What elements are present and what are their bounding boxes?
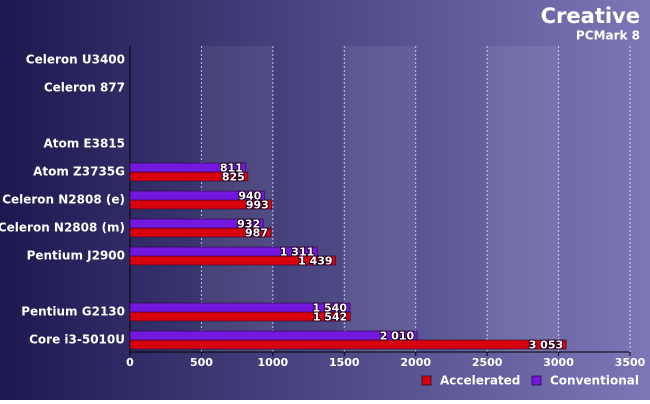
plot-band bbox=[344, 46, 416, 352]
bar bbox=[129, 246, 318, 257]
legend-label: Accelerated bbox=[440, 374, 520, 388]
x-tick-label: 0 bbox=[126, 356, 134, 369]
value-label: 1 540 bbox=[313, 302, 348, 315]
y-tick-label: Atom Z3735G bbox=[33, 165, 125, 179]
y-tick-label: Celeron 877 bbox=[44, 81, 125, 95]
bar bbox=[129, 330, 418, 341]
y-tick-label: Atom E3815 bbox=[43, 137, 125, 151]
value-label: 825 bbox=[222, 171, 245, 184]
legend-swatch bbox=[531, 375, 542, 386]
chart-title: Creative bbox=[541, 4, 640, 28]
x-tick-label: 2000 bbox=[400, 356, 431, 369]
y-tick-label: Celeron N2808 (e) bbox=[2, 193, 125, 207]
y-tick-label: Core i3-5010U bbox=[29, 333, 125, 347]
bar bbox=[129, 302, 351, 313]
bar bbox=[129, 190, 265, 201]
y-tick-label: Pentium G2130 bbox=[21, 305, 125, 319]
bar bbox=[129, 218, 264, 229]
bar bbox=[129, 339, 567, 350]
x-tick-label: 3500 bbox=[615, 356, 646, 369]
chart-subtitle: PCMark 8 bbox=[576, 29, 640, 43]
value-label: 932 bbox=[237, 218, 260, 231]
y-tick-label: Celeron U3400 bbox=[26, 53, 125, 67]
legend-label: Conventional bbox=[550, 374, 639, 388]
x-tick-label: 1500 bbox=[329, 356, 360, 369]
value-label: 993 bbox=[246, 199, 269, 212]
plot-band bbox=[487, 46, 559, 352]
y-tick-label: Celeron N2808 (m) bbox=[0, 221, 125, 235]
value-label: 811 bbox=[220, 162, 243, 175]
value-label: 1 439 bbox=[298, 255, 332, 268]
value-label: 940 bbox=[238, 190, 261, 203]
bar bbox=[129, 162, 247, 173]
value-label: 2 010 bbox=[380, 330, 415, 343]
value-label: 1 542 bbox=[313, 311, 347, 324]
legend-swatch bbox=[421, 375, 432, 386]
x-tick-label: 3000 bbox=[543, 356, 574, 369]
value-label: 3 053 bbox=[529, 339, 563, 352]
x-tick-label: 2500 bbox=[472, 356, 503, 369]
x-tick-label: 1000 bbox=[258, 356, 289, 369]
value-label: 987 bbox=[245, 227, 268, 240]
y-tick-label: Pentium J2900 bbox=[27, 249, 125, 263]
x-tick-label: 500 bbox=[190, 356, 213, 369]
value-label: 1 311 bbox=[280, 246, 314, 259]
